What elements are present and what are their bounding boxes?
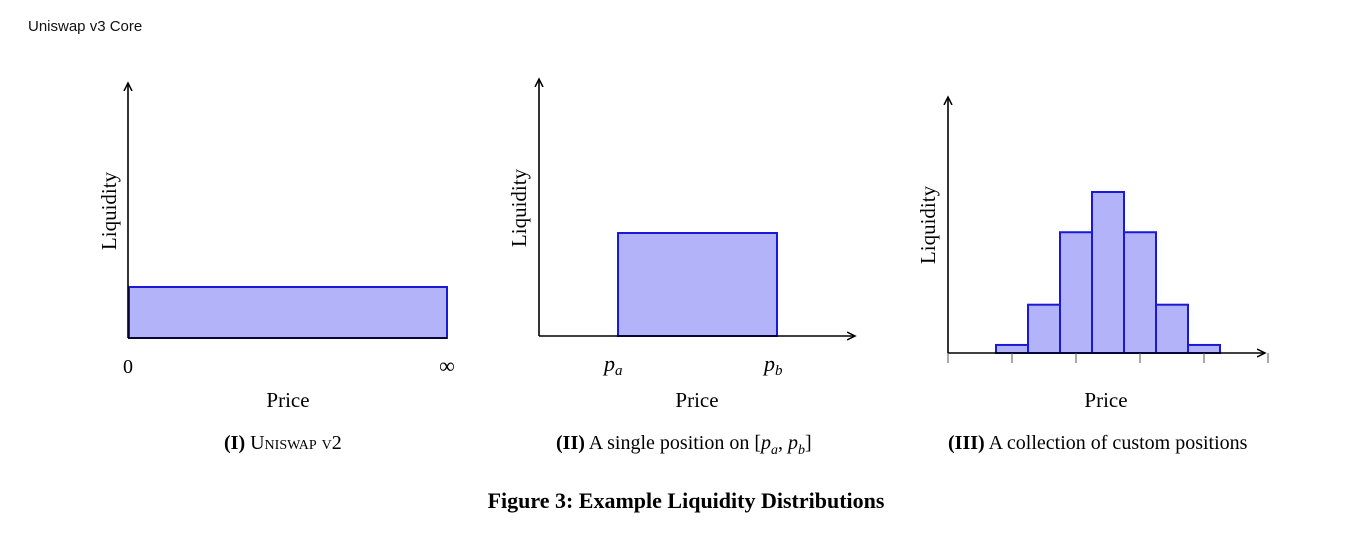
- histogram-bar: [995, 343, 1029, 355]
- panel-custom-positions: Liquidity Price: [916, 97, 1269, 412]
- panel-single-position: Liquidity pa pb Price: [507, 79, 855, 412]
- x-axis-label: Price: [1084, 388, 1127, 412]
- panel-uniswap-v2: Liquidity 0 ∞ Price: [97, 83, 455, 412]
- histogram-bar: [1187, 343, 1221, 355]
- caption-range: [pa, pb]: [754, 432, 812, 458]
- tick-label-pb: pb: [762, 351, 783, 379]
- liquidity-band: [128, 286, 448, 339]
- caption-panel-3: (III) A collection of custom positions: [948, 432, 1248, 454]
- position-band: [617, 232, 778, 337]
- histogram-bar: [1123, 231, 1157, 354]
- x-axis-ticks: [947, 353, 1269, 363]
- y-axis-label: Liquidity: [507, 168, 531, 247]
- x-axis-label: Price: [266, 388, 309, 412]
- tick-label-infinity: ∞: [439, 353, 455, 378]
- caption-panel-1: (I) Uniswap v2: [224, 432, 342, 454]
- tick-label-pa: pa: [602, 351, 623, 379]
- figure-caption: Figure 3: Example Liquidity Distribution…: [487, 488, 885, 513]
- tick-label-zero: 0: [123, 356, 133, 378]
- histogram-bar: [1059, 231, 1093, 354]
- caption-panel-2: (II) A single position on [pa, pb]: [556, 432, 812, 458]
- x-axis-label: Price: [675, 388, 718, 412]
- histogram-bar: [1155, 303, 1189, 355]
- y-axis-label: Liquidity: [97, 171, 121, 250]
- histogram-bar: [1091, 191, 1125, 354]
- running-header: Uniswap v3 Core: [28, 18, 143, 35]
- histogram-bar: [1027, 303, 1061, 355]
- histogram-bars: [995, 191, 1221, 355]
- y-axis-label: Liquidity: [916, 185, 940, 264]
